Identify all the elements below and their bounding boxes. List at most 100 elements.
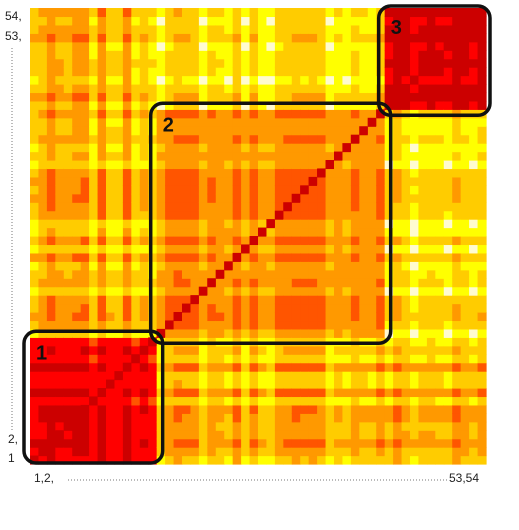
- heatmap-cell: [258, 160, 268, 170]
- heatmap-cell: [148, 252, 158, 262]
- heatmap-cell: [418, 16, 428, 26]
- heatmap-cell: [283, 295, 293, 305]
- heatmap-cell: [418, 455, 428, 465]
- heatmap-cell: [89, 100, 99, 110]
- heatmap-cell: [418, 430, 428, 440]
- heatmap-cell: [97, 210, 107, 220]
- heatmap-cell: [393, 438, 403, 448]
- heatmap-cell: [46, 33, 56, 43]
- heatmap-cell: [190, 236, 200, 246]
- diagonal-cell: [435, 50, 444, 59]
- heatmap-cell: [232, 75, 242, 85]
- heatmap-cell: [122, 8, 132, 18]
- heatmap-cell: [443, 202, 453, 212]
- heatmap-cell: [156, 202, 166, 212]
- heatmap-cell: [46, 269, 56, 279]
- heatmap-cell: [72, 303, 82, 313]
- heatmap-cell: [367, 92, 377, 102]
- cluster-label-2: 2: [163, 114, 174, 136]
- heatmap-cell: [308, 100, 318, 110]
- heatmap-cell: [38, 286, 48, 296]
- heatmap-cell: [308, 362, 318, 372]
- heatmap-cell: [30, 219, 40, 229]
- heatmap-cell: [393, 286, 403, 296]
- heatmap-cell: [401, 269, 411, 279]
- heatmap-cell: [106, 210, 116, 220]
- heatmap-cell: [114, 202, 124, 212]
- diagonal-cell: [106, 379, 115, 388]
- heatmap-cell: [300, 430, 310, 440]
- diagonal-cell: [359, 126, 368, 135]
- heatmap-cell: [477, 16, 487, 26]
- heatmap-cell: [384, 50, 394, 60]
- heatmap-cell: [114, 193, 124, 203]
- heatmap-cell: [258, 8, 268, 18]
- heatmap-cell: [334, 126, 344, 136]
- heatmap-cell: [173, 126, 183, 136]
- heatmap-cell: [215, 8, 225, 18]
- heatmap-cell: [72, 396, 82, 406]
- heatmap-cell: [460, 168, 470, 178]
- heatmap-cell: [300, 396, 310, 406]
- heatmap-cell: [165, 92, 175, 102]
- heatmap-cell: [114, 430, 124, 440]
- heatmap-cell: [249, 413, 259, 423]
- heatmap-cell: [72, 58, 82, 68]
- heatmap-cell: [122, 269, 132, 279]
- heatmap-cell: [350, 219, 360, 229]
- heatmap-cell: [350, 168, 360, 178]
- heatmap-cell: [241, 379, 251, 389]
- heatmap-cell: [443, 50, 453, 60]
- heatmap-cell: [393, 413, 403, 423]
- heatmap-cell: [97, 151, 107, 161]
- heatmap-cell: [317, 176, 327, 186]
- heatmap-cell: [300, 244, 310, 254]
- heatmap-cell: [469, 210, 479, 220]
- heatmap-cell: [401, 278, 411, 288]
- heatmap-cell: [182, 219, 192, 229]
- heatmap-cell: [435, 134, 445, 144]
- heatmap-cell: [106, 24, 116, 34]
- heatmap-cell: [232, 388, 242, 398]
- heatmap-cell: [393, 345, 403, 355]
- heatmap-cell: [72, 430, 82, 440]
- heatmap-cell: [359, 404, 369, 414]
- heatmap-cell: [30, 345, 40, 355]
- heatmap-cell: [334, 210, 344, 220]
- heatmap-cell: [173, 58, 183, 68]
- heatmap-cell: [241, 202, 251, 212]
- heatmap-cell: [393, 50, 403, 60]
- heatmap-cell: [55, 286, 65, 296]
- heatmap-cell: [443, 24, 453, 34]
- heatmap-cell: [89, 185, 99, 195]
- heatmap-cell: [367, 438, 377, 448]
- heatmap-cell: [156, 24, 166, 34]
- heatmap-cell: [80, 312, 90, 322]
- heatmap-cell: [359, 388, 369, 398]
- heatmap-cell: [452, 404, 462, 414]
- heatmap-cell: [266, 312, 276, 322]
- heatmap-cell: [114, 396, 124, 406]
- heatmap-cell: [122, 67, 132, 77]
- heatmap-cell: [308, 430, 318, 440]
- heatmap-cell: [258, 413, 268, 423]
- heatmap-cell: [300, 371, 310, 381]
- heatmap-cell: [291, 312, 301, 322]
- heatmap-cell: [114, 455, 124, 465]
- heatmap-cell: [274, 379, 284, 389]
- heatmap-cell: [148, 430, 158, 440]
- heatmap-cell: [350, 438, 360, 448]
- heatmap-cell: [80, 413, 90, 423]
- heatmap-cell: [359, 227, 369, 237]
- heatmap-cell: [215, 41, 225, 51]
- heatmap-cell: [477, 202, 487, 212]
- heatmap-cell: [97, 421, 107, 431]
- heatmap-cell: [308, 227, 318, 237]
- heatmap-cell: [139, 328, 149, 338]
- heatmap-cell: [401, 354, 411, 364]
- heatmap-cell: [291, 134, 301, 144]
- heatmap-cell: [308, 371, 318, 381]
- heatmap-cell: [249, 244, 259, 254]
- heatmap-cell: [376, 278, 386, 288]
- heatmap-cell: [452, 117, 462, 127]
